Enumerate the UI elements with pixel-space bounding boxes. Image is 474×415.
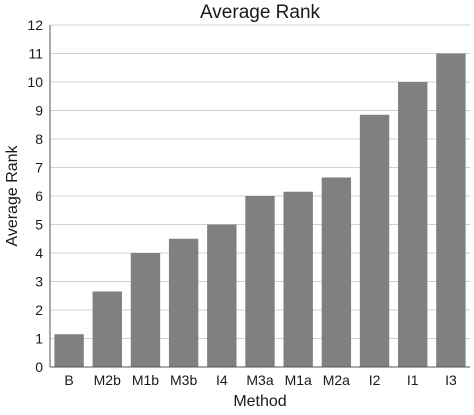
y-tick-label: 1 xyxy=(35,331,43,347)
x-tick-label: M1a xyxy=(285,372,312,388)
y-tick-label: 2 xyxy=(35,302,43,318)
y-tick-label: 9 xyxy=(35,103,43,119)
y-tick-label: 7 xyxy=(35,160,43,176)
bar-i4 xyxy=(207,224,237,367)
x-tick-label: M3b xyxy=(170,372,197,388)
x-tick-label: M1b xyxy=(132,372,159,388)
y-tick-label: 12 xyxy=(27,17,43,33)
y-tick-label: 3 xyxy=(35,274,43,290)
y-tick-label: 10 xyxy=(27,74,43,90)
y-tick-label: 4 xyxy=(35,245,43,261)
y-tick-label: 0 xyxy=(35,359,43,375)
y-axis-label: Average Rank xyxy=(4,144,21,246)
x-tick-label: I2 xyxy=(369,372,381,388)
bar-m3b xyxy=(168,238,199,367)
axes xyxy=(49,25,470,368)
x-tick-label: B xyxy=(64,372,73,388)
bar-m2b xyxy=(92,291,122,367)
bar-m2a xyxy=(321,177,352,367)
chart-title: Average Rank xyxy=(200,2,321,23)
bar-i1 xyxy=(398,82,428,367)
bars xyxy=(54,53,466,368)
x-tick-label: I3 xyxy=(445,372,457,388)
bar-i3 xyxy=(436,53,466,367)
bar-b xyxy=(54,334,84,367)
x-tick-label: M3a xyxy=(246,372,273,388)
x-tick-label: I1 xyxy=(407,372,419,388)
x-tick-label: M2b xyxy=(94,372,121,388)
bar-m1a xyxy=(283,191,313,367)
y-tick-label: 11 xyxy=(28,46,43,62)
bar-m1b xyxy=(130,253,161,367)
x-tick-labels: B M2b M1b M3b I4 M3a M1a M2a I2 I1 I3 xyxy=(64,372,457,388)
x-tick-label: I4 xyxy=(216,372,228,388)
bar-m3a xyxy=(245,196,275,367)
y-tick-label: 5 xyxy=(35,217,43,233)
bar-i2 xyxy=(359,114,390,368)
x-tick-label: M2a xyxy=(323,372,350,388)
y-tick-label: 6 xyxy=(35,188,43,204)
y-tick-label: 8 xyxy=(35,131,43,147)
x-axis-label: Method xyxy=(233,393,286,410)
